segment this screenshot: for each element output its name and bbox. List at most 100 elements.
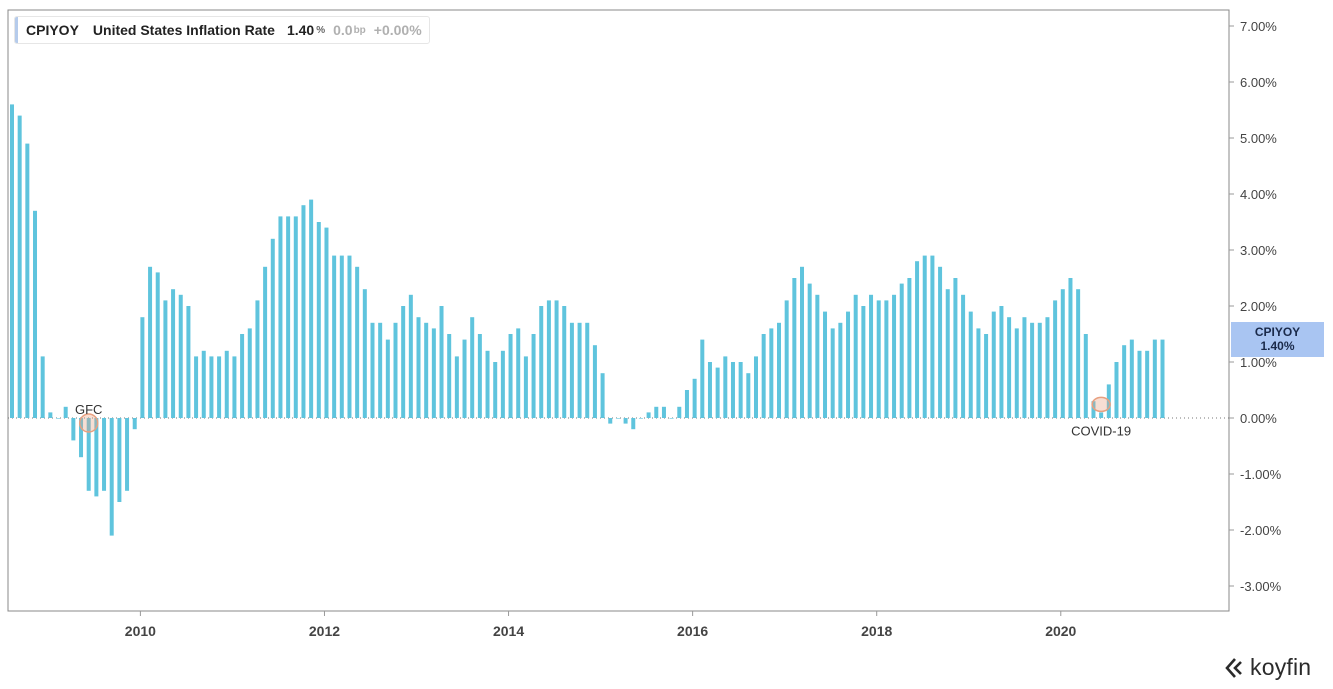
bar [447,334,452,418]
bar [715,367,720,418]
y-tick-label: -3.00% [1240,579,1282,594]
bar [385,339,390,418]
bar [907,278,912,418]
bar [1114,362,1119,418]
bar [247,328,252,418]
bar [1068,278,1073,418]
bar [79,418,84,458]
bar [117,418,122,502]
bar [171,289,176,418]
legend-value-unit: % [316,24,326,36]
bar [968,311,973,418]
bar [869,294,874,418]
last-value-tag-ticker: CPIYOY [1254,325,1301,339]
bar [1030,322,1035,418]
bar [293,216,298,418]
legend-ticker[interactable]: CPIYOY [26,22,79,38]
legend-change-bp-unit: bp [353,24,366,36]
x-tick-label: 2016 [677,623,708,639]
bar [661,406,666,418]
bar [186,306,191,418]
bar [10,104,14,419]
bar [922,255,927,418]
bar [815,294,820,418]
bar [723,356,728,418]
x-tick-label: 2018 [861,623,892,639]
series-legend[interactable]: CPIYOY United States Inflation Rate 1.40… [14,16,430,44]
bar [332,255,337,418]
y-tick-label: 1.00% [1240,355,1277,370]
bar [830,328,835,418]
bar [945,289,950,418]
bar [17,115,22,418]
bar [846,311,851,418]
bar [1083,334,1088,418]
bar [546,300,551,418]
bar [209,356,214,418]
bar [194,356,199,418]
bar [270,238,275,418]
bar [140,317,145,418]
bar [286,216,291,418]
bar [899,283,904,418]
bar [562,306,567,418]
bar [102,418,107,491]
bar [523,356,528,418]
bar [953,278,958,418]
bar [40,356,45,418]
bar [1022,317,1027,418]
y-tick-label: 0.00% [1240,411,1277,426]
legend-change-pct: +0.00% [373,22,422,38]
bar [1137,350,1142,418]
bar [316,222,321,418]
bar [838,322,843,418]
bar [984,334,989,418]
bar [48,412,53,418]
y-tick-label: -1.00% [1240,467,1282,482]
x-tick-label: 2010 [125,623,156,639]
bar [600,373,605,418]
bar [884,300,889,418]
bar [892,294,897,418]
y-tick-label: 3.00% [1240,243,1277,258]
bar [638,418,643,419]
bar [263,266,268,418]
bar [1045,317,1050,418]
bar [938,266,943,418]
bar [761,334,766,418]
bar [309,199,314,418]
bar [707,362,712,418]
bar [1099,412,1104,418]
bar [217,356,222,418]
bar [1145,350,1150,418]
annotation-label: COVID-19 [1071,423,1131,438]
bar [439,306,444,418]
bar [1091,401,1096,418]
bar [769,328,774,418]
bar [738,362,743,418]
bar [915,261,920,418]
bar [1076,289,1081,418]
bar [1152,339,1157,418]
bar [454,356,459,418]
legend-color-marker [15,17,18,43]
bar [86,418,91,491]
bar [232,356,237,418]
bar [569,322,574,418]
bar [493,362,498,418]
bar [301,205,306,418]
bar [631,418,636,430]
legend-title: United States Inflation Rate [92,22,275,38]
bar [362,289,367,418]
bar [930,255,935,418]
bar [148,266,153,418]
bar [961,294,966,418]
bar [155,272,160,418]
bar [623,418,628,424]
bar [56,418,61,419]
bar [201,350,206,418]
bar [378,322,383,418]
bar [408,294,413,418]
y-tick-label: 7.00% [1240,19,1277,34]
